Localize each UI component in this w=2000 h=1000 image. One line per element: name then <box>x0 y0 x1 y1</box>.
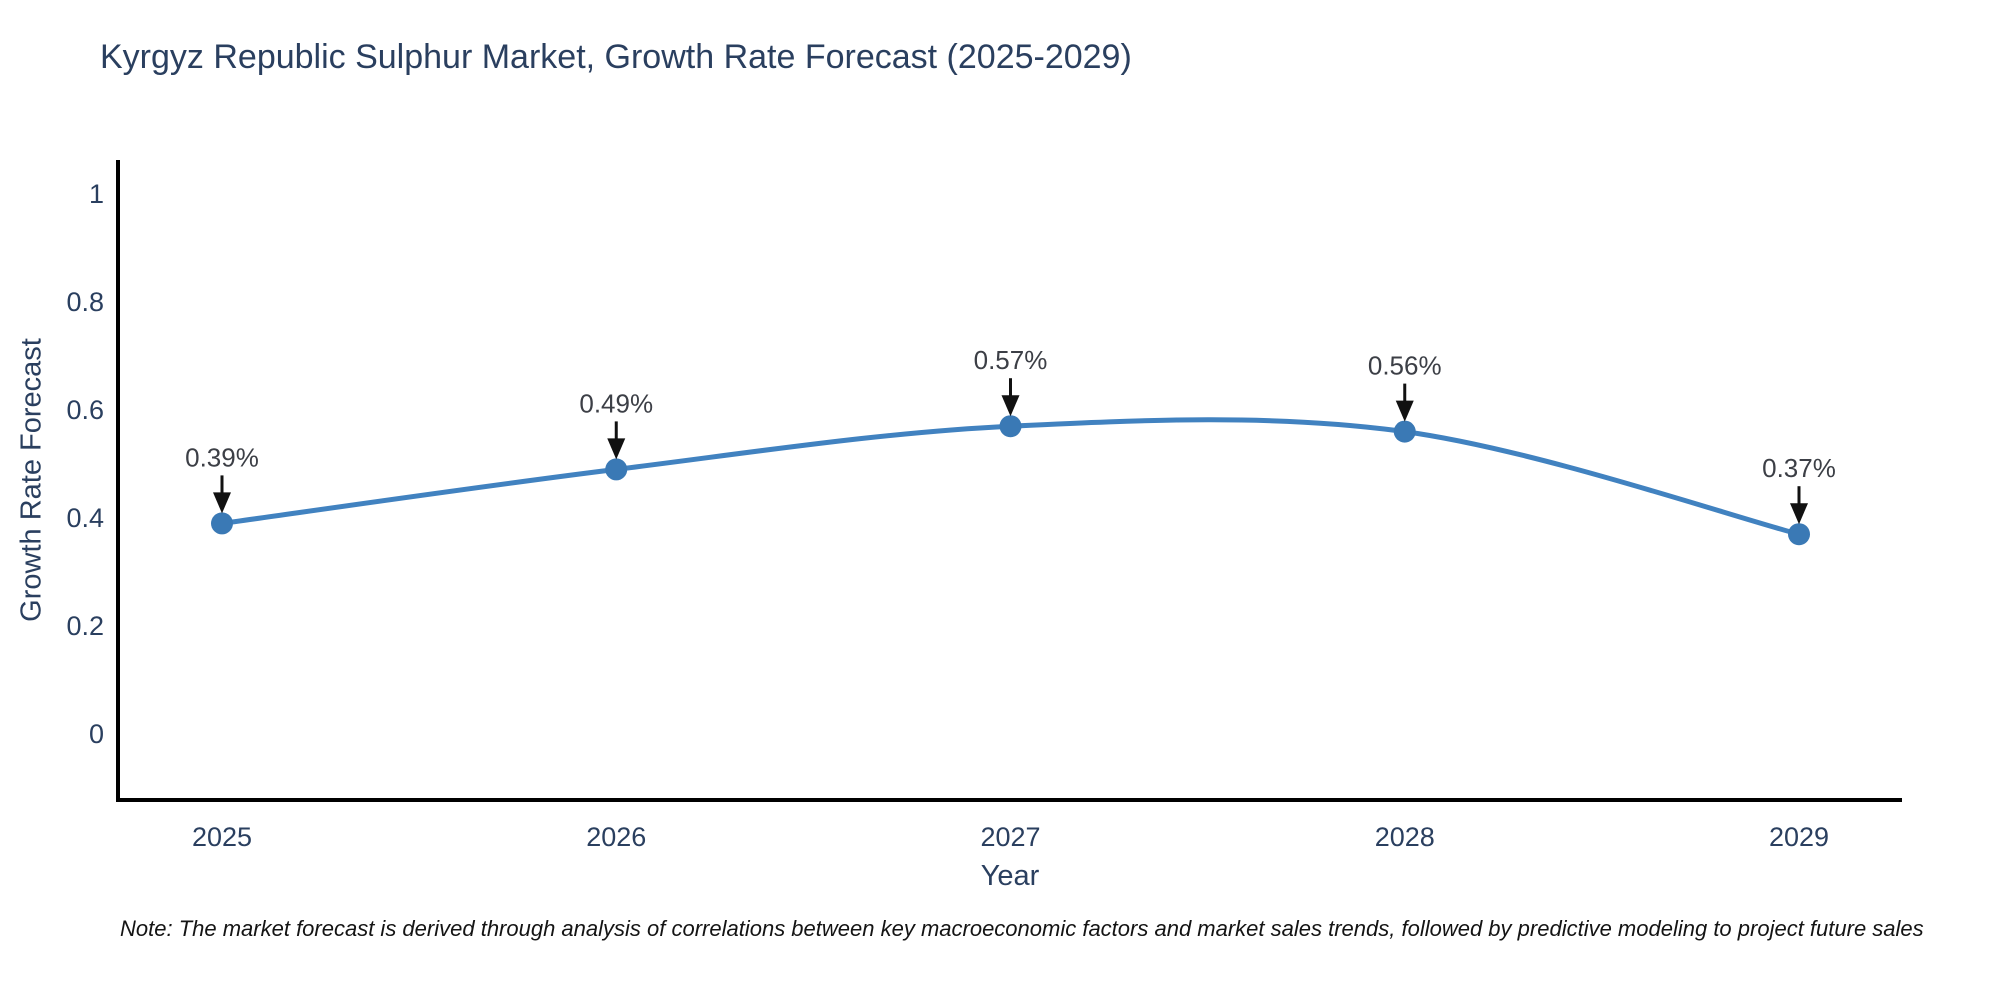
x-axis-title: Year <box>980 860 1040 892</box>
data-point-marker <box>1788 523 1810 546</box>
x-tick-label: 2027 <box>980 822 1040 852</box>
annotation-arrowhead <box>1001 395 1020 417</box>
data-point-marker <box>999 415 1022 438</box>
point-annotation-label: 0.57% <box>974 345 1048 375</box>
x-tick-label: 2028 <box>1375 822 1435 852</box>
x-tick-label: 2025 <box>192 822 252 852</box>
data-point-marker <box>1393 420 1416 443</box>
y-tick-label: 0 <box>89 719 104 749</box>
annotation-arrowhead <box>1790 503 1808 525</box>
y-tick-label: 0.4 <box>66 503 104 533</box>
annotation-arrowhead <box>607 438 626 460</box>
data-point-marker <box>211 512 233 535</box>
point-annotation-label: 0.49% <box>579 388 653 418</box>
x-tick-label: 2029 <box>1769 822 1829 852</box>
y-tick-label: 1 <box>89 179 104 209</box>
y-tick-label: 0.8 <box>66 287 104 317</box>
point-annotation-label: 0.56% <box>1368 351 1442 381</box>
y-tick-label: 0.2 <box>66 611 104 641</box>
point-annotation-label: 0.39% <box>185 442 259 472</box>
footnote: Note: The market forecast is derived thr… <box>120 916 1924 941</box>
annotation-arrowhead <box>1395 400 1414 422</box>
chart-title: Kyrgyz Republic Sulphur Market, Growth R… <box>100 38 1132 76</box>
y-tick-label: 0.6 <box>66 395 104 425</box>
x-tick-label: 2026 <box>586 822 646 852</box>
data-point-marker <box>605 458 628 481</box>
point-annotation-label: 0.37% <box>1762 453 1836 483</box>
annotation-arrowhead <box>213 492 231 514</box>
